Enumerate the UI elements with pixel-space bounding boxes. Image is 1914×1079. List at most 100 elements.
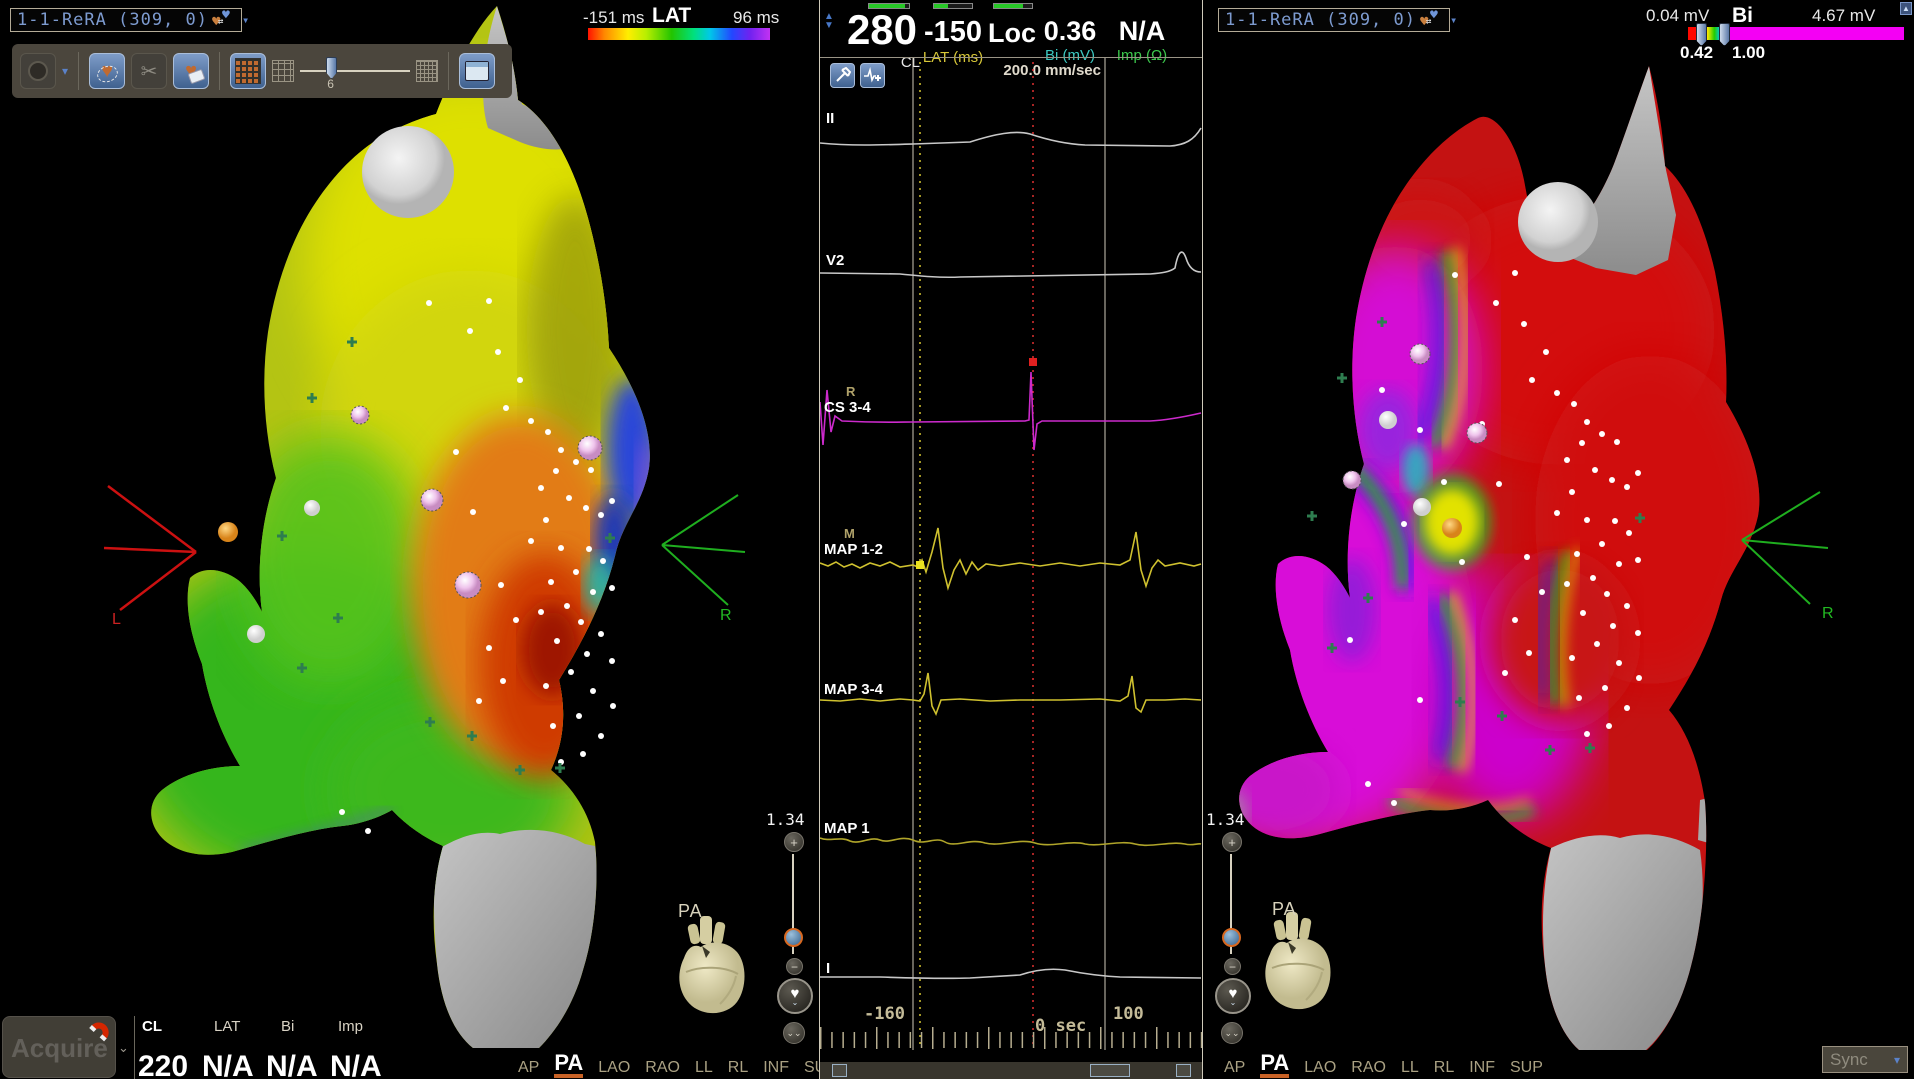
trace-label-i[interactable]: I (826, 960, 831, 977)
bi-high-threshold-handle[interactable] (1719, 23, 1730, 46)
view-ll[interactable]: LL (694, 1059, 713, 1076)
toolbar-divider (219, 52, 221, 90)
acquire-button[interactable]: Acquire (2, 1016, 116, 1078)
ruler-end: 100 (1113, 1004, 1144, 1024)
slider-thumb[interactable] (326, 57, 338, 79)
double-chevron-icon: ⌄⌄ (1224, 1027, 1240, 1038)
view-ll[interactable]: LL (1400, 1059, 1419, 1076)
cut-surface-button[interactable]: ✂ (131, 53, 168, 89)
cl-value: 280 (846, 6, 918, 53)
catheter-tip-sphere-right (1518, 182, 1598, 262)
view-inf[interactable]: INF (763, 1059, 789, 1076)
sweep-speed: 200.0 mm/sec (1003, 62, 1101, 79)
grid-fine-icon (416, 60, 439, 82)
sync-dropdown[interactable]: Sync ▾ (1822, 1046, 1908, 1073)
corner-scroll-button[interactable]: ▲ (1900, 2, 1912, 15)
view-rao[interactable]: RAO (645, 1059, 680, 1076)
reference-point-left (218, 522, 238, 542)
lat-map-surface[interactable] (125, 6, 660, 1050)
left-map-selector[interactable]: 1-1-ReRA (309, 0) ♥ ♥ ⇄ ▾ (10, 8, 249, 32)
trace-label-ii[interactable]: II (826, 110, 835, 127)
trace-annotation-m: M (844, 526, 855, 541)
orientation-heart-icon-right[interactable] (1264, 911, 1332, 1011)
fill-threshold-slider[interactable]: 6 (300, 51, 411, 91)
view-rao[interactable]: RAO (1351, 1059, 1386, 1076)
meas-value-imp: N/A (330, 1050, 382, 1079)
right-zoom-out-button[interactable]: − (1224, 958, 1241, 975)
left-zoom-in-button[interactable]: + (784, 832, 804, 852)
right-zoom-track[interactable] (1230, 854, 1232, 954)
trace-label-cs[interactable]: CS 3-4 (824, 399, 871, 416)
signal-scroll-updown[interactable]: ▲ ▼ (824, 11, 834, 31)
trace-label-v2[interactable]: V2 (826, 252, 845, 269)
left-zoom-out-button[interactable]: − (786, 958, 803, 975)
lat-gauge (933, 3, 973, 9)
view-inf[interactable]: INF (1469, 1059, 1495, 1076)
view-rl[interactable]: RL (1433, 1059, 1455, 1076)
trace-label-map1[interactable]: MAP 1 (824, 820, 870, 837)
lat-scale-max: 96 ms (733, 8, 780, 27)
viewport-layout-button[interactable] (459, 53, 496, 89)
add-signal-button[interactable] (860, 63, 885, 88)
acquire-label: Acquire (11, 1033, 108, 1063)
view-lao[interactable]: LAO (598, 1059, 631, 1076)
view-pa[interactable]: PA (554, 1052, 584, 1078)
record-options-chevron-icon[interactable]: ▾ (62, 64, 69, 78)
hammer-icon (836, 67, 851, 82)
bi-low-threshold-handle[interactable] (1696, 23, 1707, 46)
signal-scrollbar[interactable] (820, 1062, 1202, 1079)
select-surface-button[interactable]: ♥ (89, 53, 126, 89)
lat-color-bar[interactable] (588, 28, 770, 40)
view-pa[interactable]: PA (1260, 1052, 1290, 1078)
map-annotation-marker[interactable] (916, 561, 924, 569)
lat-scale-title: LAT (652, 4, 692, 27)
orientation-heart-icon-left[interactable] (678, 915, 746, 1015)
view-ap[interactable]: AP (518, 1059, 540, 1076)
slider-value: 6 (327, 77, 334, 91)
view-ap[interactable]: AP (1224, 1059, 1246, 1076)
right-scroll-down-button[interactable]: ⌄⌄ (1221, 1022, 1243, 1044)
grid-coarse-icon (272, 60, 295, 82)
right-map-name: 1-1-ReRA (309, 0) (1225, 10, 1416, 30)
bi-scale-min: 0.04 mV (1646, 6, 1710, 25)
left-scroll-down-button[interactable]: ⌄⌄ (783, 1022, 805, 1044)
trace-label-map34[interactable]: MAP 3-4 (824, 681, 883, 698)
bi-value: 0.36 (1043, 16, 1097, 46)
trace-label-map12[interactable]: MAP 1-2 (824, 541, 883, 558)
minus-icon: − (1228, 959, 1236, 974)
mesh-fill-button[interactable] (230, 53, 267, 89)
meas-value-cl: 220 (138, 1050, 189, 1079)
annotation-tool-button[interactable] (830, 63, 855, 88)
heart-eraser-icon: ♥ (185, 60, 197, 82)
reference-annotation-marker[interactable] (1029, 358, 1037, 366)
view-rl[interactable]: RL (727, 1059, 749, 1076)
axis-label-l-left: L (112, 611, 121, 628)
right-zoom-thumb[interactable] (1222, 928, 1241, 947)
scroll-right-button[interactable] (1176, 1064, 1191, 1077)
view-lao[interactable]: LAO (1304, 1059, 1337, 1076)
chevron-down-icon[interactable]: ▾ (1450, 13, 1458, 27)
right-fit-heart-button[interactable]: ♥ ⌄ (1215, 978, 1251, 1014)
acquire-options-chevron-icon[interactable]: ⌄ (118, 1040, 129, 1055)
right-map-selector[interactable]: 1-1-ReRA (309, 0) ♥ ♥ ⇄ ▾ (1218, 8, 1457, 32)
record-icon (28, 61, 48, 81)
erase-surface-button[interactable]: ♥ (173, 53, 210, 89)
left-zoom-track[interactable] (792, 854, 794, 954)
chevron-down-icon[interactable]: ▾ (242, 13, 250, 27)
scroll-left-button[interactable] (832, 1064, 847, 1077)
left-zoom-thumb[interactable] (784, 928, 803, 947)
ecg-trace-canvas[interactable] (820, 0, 1202, 1079)
heart-icon: ♥ (1228, 984, 1238, 1002)
bi-color-bar[interactable] (1688, 23, 1904, 46)
ruler-start: -160 (864, 1004, 905, 1024)
left-map-name: 1-1-ReRA (309, 0) (17, 10, 208, 30)
scroll-thumb[interactable] (1090, 1064, 1130, 1077)
view-sup[interactable]: SUP (1510, 1059, 1543, 1076)
record-button[interactable] (20, 53, 56, 89)
left-fit-heart-button[interactable]: ♥ ⌄ (777, 978, 813, 1014)
loc-label: Loc (988, 18, 1037, 48)
right-zoom-in-button[interactable]: + (1222, 832, 1242, 852)
slider-track[interactable] (300, 70, 411, 72)
plus-icon: + (1228, 834, 1236, 850)
